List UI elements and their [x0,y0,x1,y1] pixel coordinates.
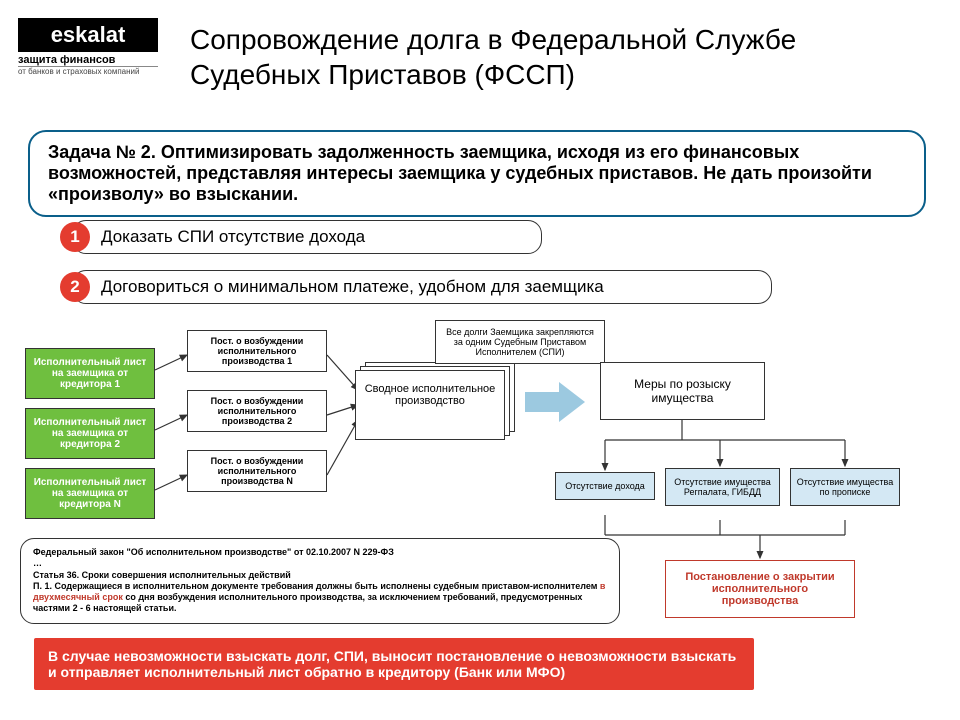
step-1-number: 1 [60,222,90,252]
law-citation: Федеральный закон "Об исполнительном про… [20,538,620,624]
no-property-residence: Отсутствие имущества по прописке [790,468,900,506]
decree-n: Пост. о возбуждении исполнительного прои… [187,450,327,492]
step-2-text: Договориться о минимальном платеже, удоб… [72,270,772,304]
asset-search: Меры по розыску имущества [600,362,765,420]
flow-arrow-icon [525,382,585,422]
no-property-registry: Отсутствие имущества Регпалата, ГИБДД [665,468,780,506]
spi-note: Все долги Заемщика закрепляются за одним… [435,320,605,364]
decree-2: Пост. о возбуждении исполнительного прои… [187,390,327,432]
decree-1: Пост. о возбуждении исполнительного прои… [187,330,327,372]
law-ellipsis: … [33,558,607,569]
conclusion-banner: В случае невозможности взыскать долг, СП… [34,638,754,690]
task-description: Задача № 2. Оптимизировать задолженность… [28,130,926,217]
law-article: Статья 36. Сроки совершения исполнительн… [33,570,607,581]
step-1-text: Доказать СПИ отсутствие дохода [72,220,542,254]
step-1: 1 Доказать СПИ отсутствие дохода [60,220,542,254]
logo-subtagline: от банков и страховых компаний [18,66,158,76]
step-2-number: 2 [60,272,90,302]
logo-tagline: защита финансов [18,54,158,66]
law-point: П. 1. Содержащиеся в исполнительном доку… [33,581,607,615]
law-title: Федеральный закон "Об исполнительном про… [33,547,607,558]
step-2: 2 Договориться о минимальном платеже, уд… [60,270,772,304]
logo: eskalat защита финансов от банков и стра… [18,18,158,76]
page-title: Сопровождение долга в Федеральной Службе… [190,22,930,92]
logo-main: eskalat [18,18,158,52]
closure-decree: Постановление о закрытии исполнительного… [665,560,855,618]
no-income: Отсутствие дохода [555,472,655,500]
law-p1-a: П. 1. Содержащиеся в исполнительном доку… [33,581,600,591]
consolidated-proceeding: Сводное исполнительное производство [355,370,515,450]
exec-sheet-1: Исполнительный лист на заемщика от креди… [25,348,155,399]
consolidated-label: Сводное исполнительное производство [355,370,505,440]
exec-sheet-2: Исполнительный лист на заемщика от креди… [25,408,155,459]
exec-sheet-n: Исполнительный лист на заемщика от креди… [25,468,155,519]
